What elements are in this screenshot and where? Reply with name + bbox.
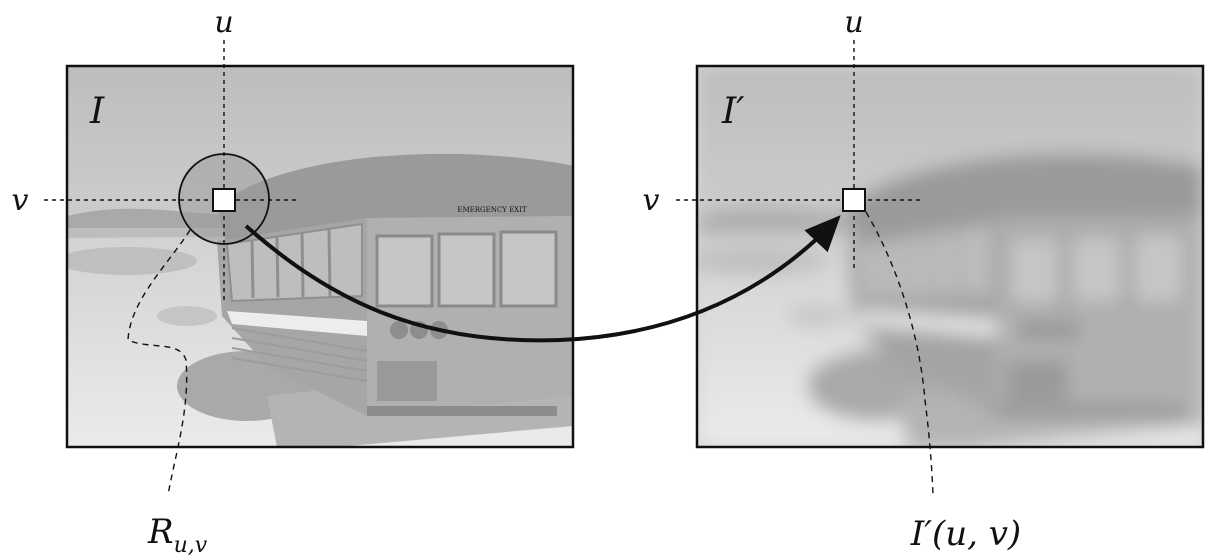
mapping-arrow	[244, 215, 841, 343]
target-pixel-marker	[842, 188, 866, 212]
source-image-panel: EMERGENCY EXIT I u v	[12, 5, 575, 449]
target-v-label: v	[643, 183, 660, 218]
source-image-label: I	[89, 91, 105, 132]
target-image-label: I′	[721, 91, 744, 132]
source-v-label: v	[12, 183, 29, 218]
source-frame	[65, 64, 575, 449]
target-value-label: I′(u, v)	[910, 514, 1021, 554]
target-image-panel: I′ u v	[643, 5, 1205, 449]
target-leader-line	[865, 211, 934, 496]
source-pixel-marker	[212, 188, 236, 212]
region-label-sub: u,v	[174, 533, 208, 558]
source-u-label: u	[214, 5, 233, 40]
bus-sign-text: EMERGENCY EXIT	[457, 206, 527, 214]
target-photo-blurred	[697, 66, 1203, 447]
target-frame	[695, 64, 1205, 449]
svg-text:Ru,v: Ru,v	[147, 512, 208, 558]
source-photo: EMERGENCY EXIT	[67, 66, 573, 447]
target-u-label: u	[844, 5, 863, 40]
region-leader-line	[127, 229, 191, 496]
region-label: Ru,v	[147, 512, 208, 558]
region-label-base: R	[147, 512, 174, 552]
